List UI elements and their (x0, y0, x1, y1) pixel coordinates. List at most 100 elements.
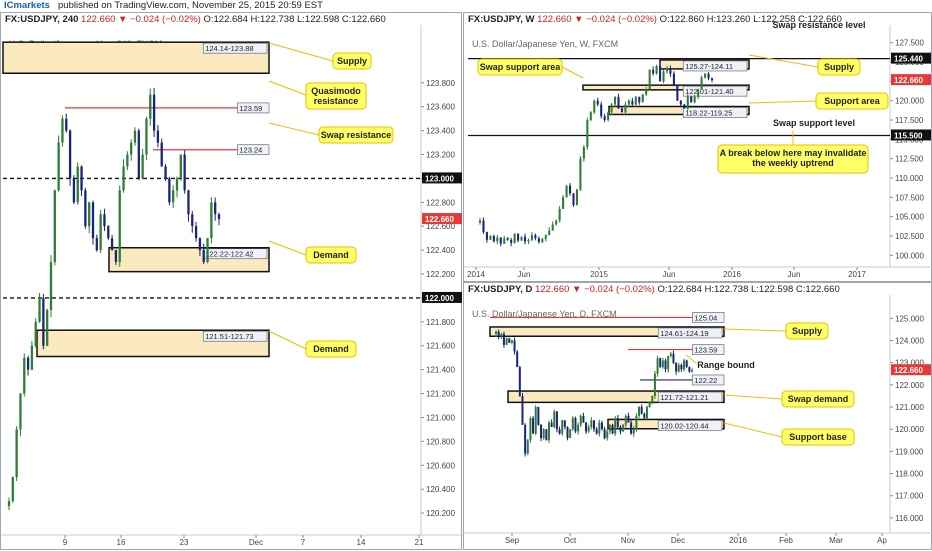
candle-body (137, 130, 140, 179)
change-value: −0.024 (−0.02%) (130, 14, 201, 25)
candle-body (619, 426, 622, 432)
candle-body (653, 373, 656, 396)
candle-body (693, 96, 696, 103)
y-tick-label: 125.000 (895, 314, 924, 323)
candle-body (118, 190, 121, 263)
candle-body (76, 166, 79, 203)
candle-body (648, 402, 651, 408)
candle-body (622, 424, 625, 432)
chart-canvas[interactable]: 100.000 102.500 105.000 107.500 110.000 112.5… (464, 13, 932, 283)
chart-pane-weekly[interactable]: FX:USDJPY, W 122.660 ▼ −0.024 (−0.02%) O… (463, 12, 932, 282)
level-axis-label: 115.500 (894, 131, 923, 140)
callout-text: Support area (824, 96, 881, 106)
current-price-label: 122.660 (894, 366, 923, 375)
candle-body (603, 429, 606, 439)
candle-body (586, 120, 589, 148)
y-tick-label: 121.400 (426, 366, 455, 375)
candle-body (561, 420, 564, 434)
candle-body (574, 418, 577, 432)
callout-box (305, 82, 367, 110)
candle-body (61, 118, 64, 143)
high-value: H:122.738 (704, 284, 749, 295)
candle-body (545, 429, 548, 441)
x-tick-label: 2016 (723, 270, 741, 279)
candle-body (600, 104, 603, 117)
level-axis-label: 122.000 (425, 294, 454, 303)
candle-body (582, 415, 585, 423)
candle-body (503, 238, 506, 244)
candle-body (524, 424, 527, 454)
candle-body (133, 130, 137, 143)
chart-canvas[interactable]: 116.000 117.000 118.000 119.000 120.000 121.0… (464, 283, 932, 551)
callout-text: Range bound (697, 360, 755, 370)
chart-pane-h4[interactable]: FX:USDJPY, 240 122.660 ▼ −0.024 (−0.02%)… (0, 12, 463, 551)
candle-body (520, 236, 523, 241)
candle-body (49, 262, 53, 310)
y-tick-label: 120.400 (426, 485, 455, 494)
high-value: H:122.738 (250, 14, 295, 25)
candle-body (655, 65, 658, 74)
y-tick-label: 123.600 (426, 103, 455, 112)
y-tick-label: 122.800 (426, 198, 455, 207)
candle-body (175, 178, 179, 191)
candle-body (478, 220, 482, 223)
candle-body (640, 407, 643, 414)
candle-body (114, 250, 118, 263)
candle-body (676, 85, 679, 101)
callout-text: Quasimodo (311, 86, 361, 96)
x-tick-label: 2014 (467, 270, 485, 279)
callout-pointer (561, 66, 584, 79)
level-axis-tag (891, 129, 931, 141)
callout-pointer (268, 330, 307, 350)
candle-body (499, 237, 502, 244)
level-label: 123.59 (694, 346, 717, 355)
chart-pane-daily[interactable]: FX:USDJPY, D 122.660 ▼ −0.024 (−0.02%) O… (463, 282, 932, 550)
candle-body (664, 360, 667, 370)
candle-body (542, 429, 545, 439)
high-value: H:123.260 (706, 14, 751, 25)
publish-bar: ICmarkets published on TradingView.com, … (0, 0, 932, 12)
candle-body (194, 226, 198, 239)
zone-box (608, 105, 750, 116)
candle-body (697, 89, 700, 97)
candle-body (534, 235, 537, 239)
candle-body (568, 185, 572, 194)
candle-body (685, 360, 688, 368)
candle-body (534, 407, 537, 434)
current-price-label: 122.660 (425, 215, 454, 224)
callout-pointer (748, 100, 817, 104)
level-axis-tag (422, 172, 462, 184)
zone-label: 118.22-119.25 (685, 108, 732, 117)
current-price-tag (891, 74, 931, 86)
y-tick-label: 105.000 (895, 213, 924, 222)
callout-pointer (268, 42, 334, 62)
candle-body (641, 94, 644, 103)
candle-body (593, 420, 595, 430)
candle-body (585, 422, 588, 432)
zone-tag (202, 42, 268, 54)
zone-label: 120.02-120.44 (660, 421, 708, 430)
candle-body (537, 407, 540, 425)
level-tag (237, 144, 270, 156)
x-tick-label: Feb (779, 536, 793, 545)
symbol-label: FX:USDJPY, W (468, 14, 535, 25)
y-tick-label: 120.600 (426, 461, 455, 470)
y-tick-label: 100.000 (895, 251, 924, 260)
x-tick-label: Ap (877, 536, 887, 545)
zone-label: 124.61-124.19 (660, 329, 708, 338)
x-tick-label: Jun (518, 270, 531, 279)
callout-box (817, 58, 861, 76)
callout-text: Supply (337, 56, 367, 66)
low-value: L:122.258 (753, 14, 796, 25)
callout-text: Demand (313, 250, 349, 260)
candle-body (608, 424, 611, 432)
chart-canvas[interactable]: 120.200 120.400 120.600 120.800 121.000 121.2… (1, 13, 463, 551)
x-tick-label: 14 (357, 538, 366, 547)
callout-text: Swap resistance level (772, 20, 865, 30)
callout-text: A break below here may invalidate (720, 148, 867, 158)
y-tick-label: 123.400 (426, 127, 455, 136)
candle-body (502, 333, 505, 345)
publisher-name[interactable]: ICmarkets (4, 0, 50, 11)
y-tick-label: 120.000 (895, 425, 924, 434)
zone-label: 124.14-123.88 (205, 44, 253, 53)
